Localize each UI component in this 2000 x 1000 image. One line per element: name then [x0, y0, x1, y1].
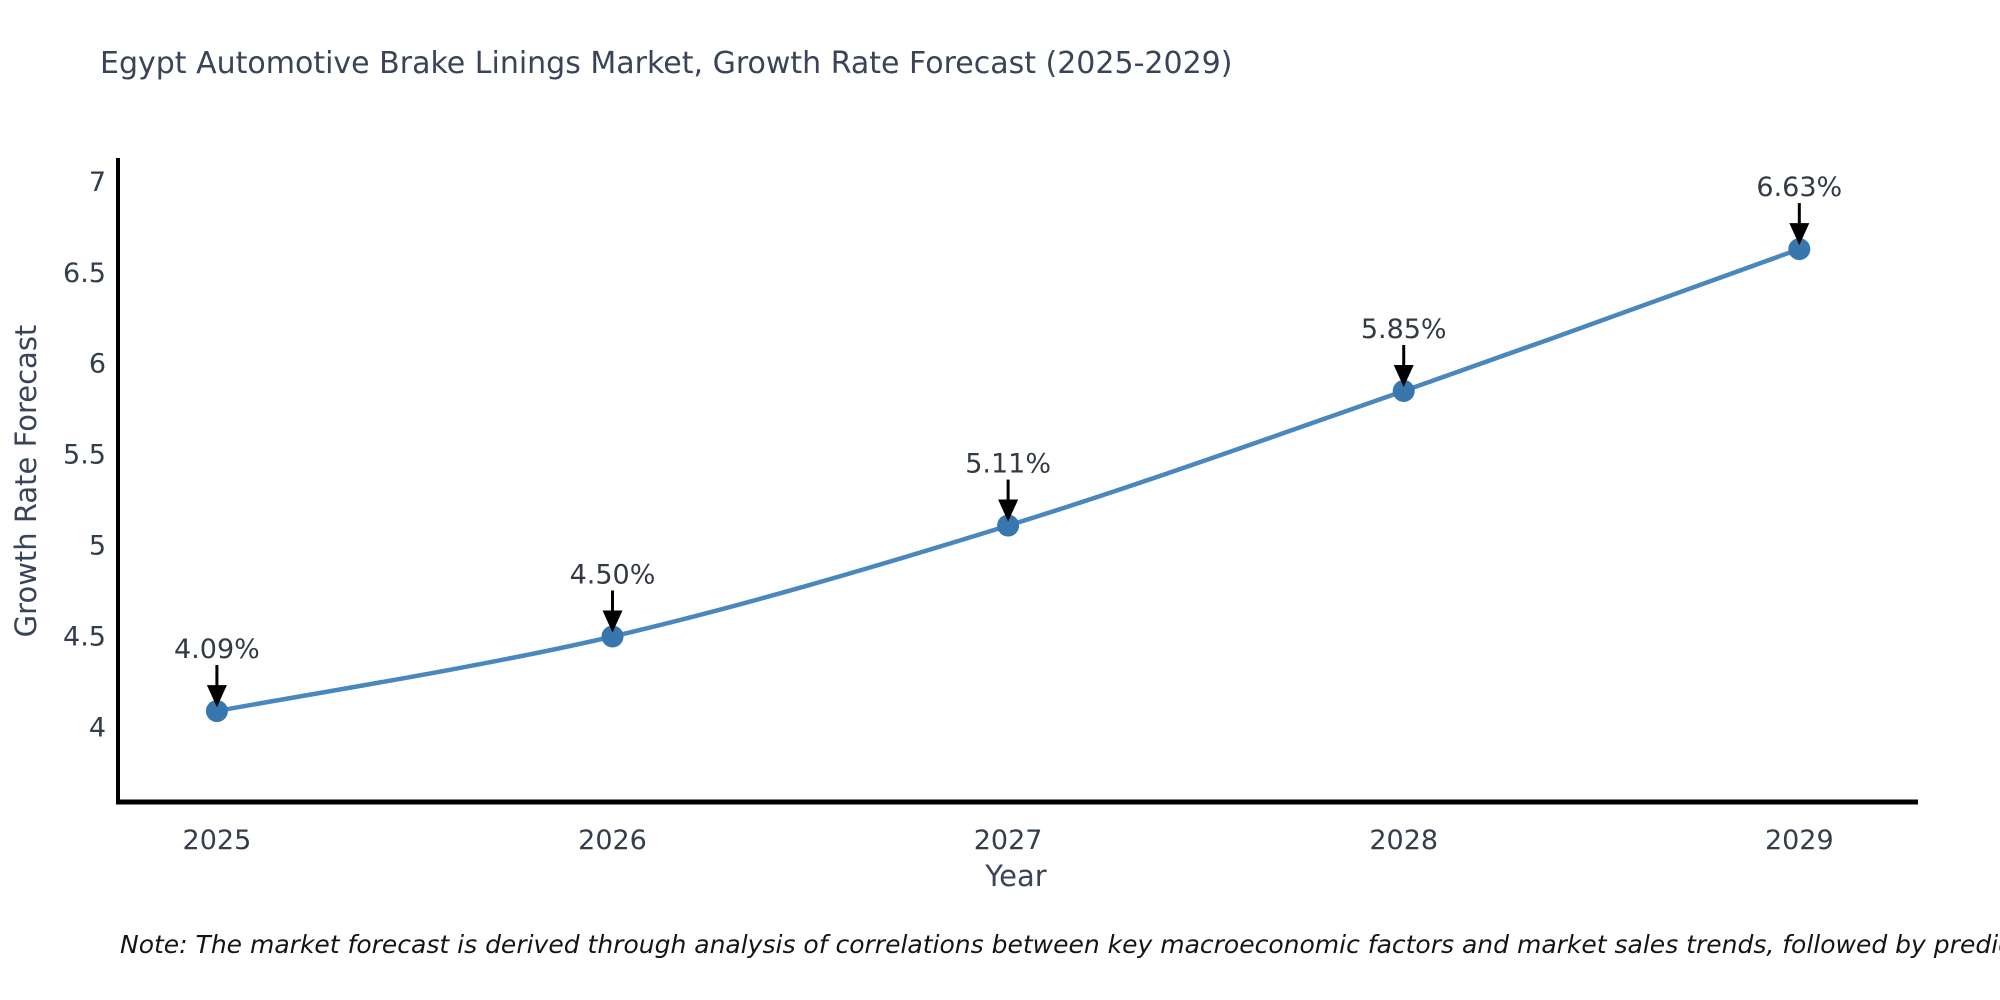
y-tick-label: 4	[89, 712, 106, 743]
data-point-label: 6.63%	[1756, 172, 1842, 203]
data-point-marker	[997, 514, 1020, 537]
y-tick-label: 4.5	[63, 621, 106, 652]
marker-layer	[205, 238, 1811, 723]
data-point-marker	[1788, 238, 1811, 261]
y-tick-label: 7	[89, 167, 106, 198]
tick-layer: 4 4.5 5 5.5 6 6.5 7 2025 2026 2027 2028 2029	[63, 167, 1834, 856]
annotation-arrow-head	[1789, 223, 1810, 246]
annotation-arrow-head	[998, 499, 1019, 522]
data-point-label: 5.85%	[1361, 314, 1447, 345]
y-tick-label: 5.5	[63, 440, 106, 471]
y-tick-label: 6	[89, 349, 106, 380]
y-axis-title: Growth Rate Forecast	[9, 324, 43, 638]
data-point-marker	[205, 700, 228, 723]
chart-footnote: Note: The market forecast is derived thr…	[120, 930, 2000, 959]
annotation-arrow-head	[602, 610, 623, 633]
data-point-marker	[1392, 379, 1415, 402]
y-tick-label: 5	[89, 531, 106, 562]
x-axis-title: Year	[985, 859, 1047, 893]
x-tick-label: 2026	[578, 825, 647, 856]
x-tick-label: 2025	[183, 825, 252, 856]
annotation-arrow-head	[206, 685, 227, 708]
y-tick-label: 6.5	[63, 258, 106, 289]
x-tick-label: 2027	[974, 825, 1043, 856]
annotation-arrow-head	[1393, 364, 1414, 387]
data-point-marker	[601, 625, 624, 648]
data-point-label: 4.09%	[174, 634, 260, 665]
data-point-label: 5.11%	[965, 449, 1051, 480]
chart-title: Egypt Automotive Brake Linings Market, G…	[100, 46, 1233, 81]
x-tick-label: 2029	[1765, 825, 1834, 856]
annotation-layer: 4.09% 4.50% 5.11% 5.85% 6.63%	[174, 172, 1842, 708]
data-point-label: 4.50%	[570, 559, 656, 590]
x-tick-label: 2028	[1369, 825, 1438, 856]
